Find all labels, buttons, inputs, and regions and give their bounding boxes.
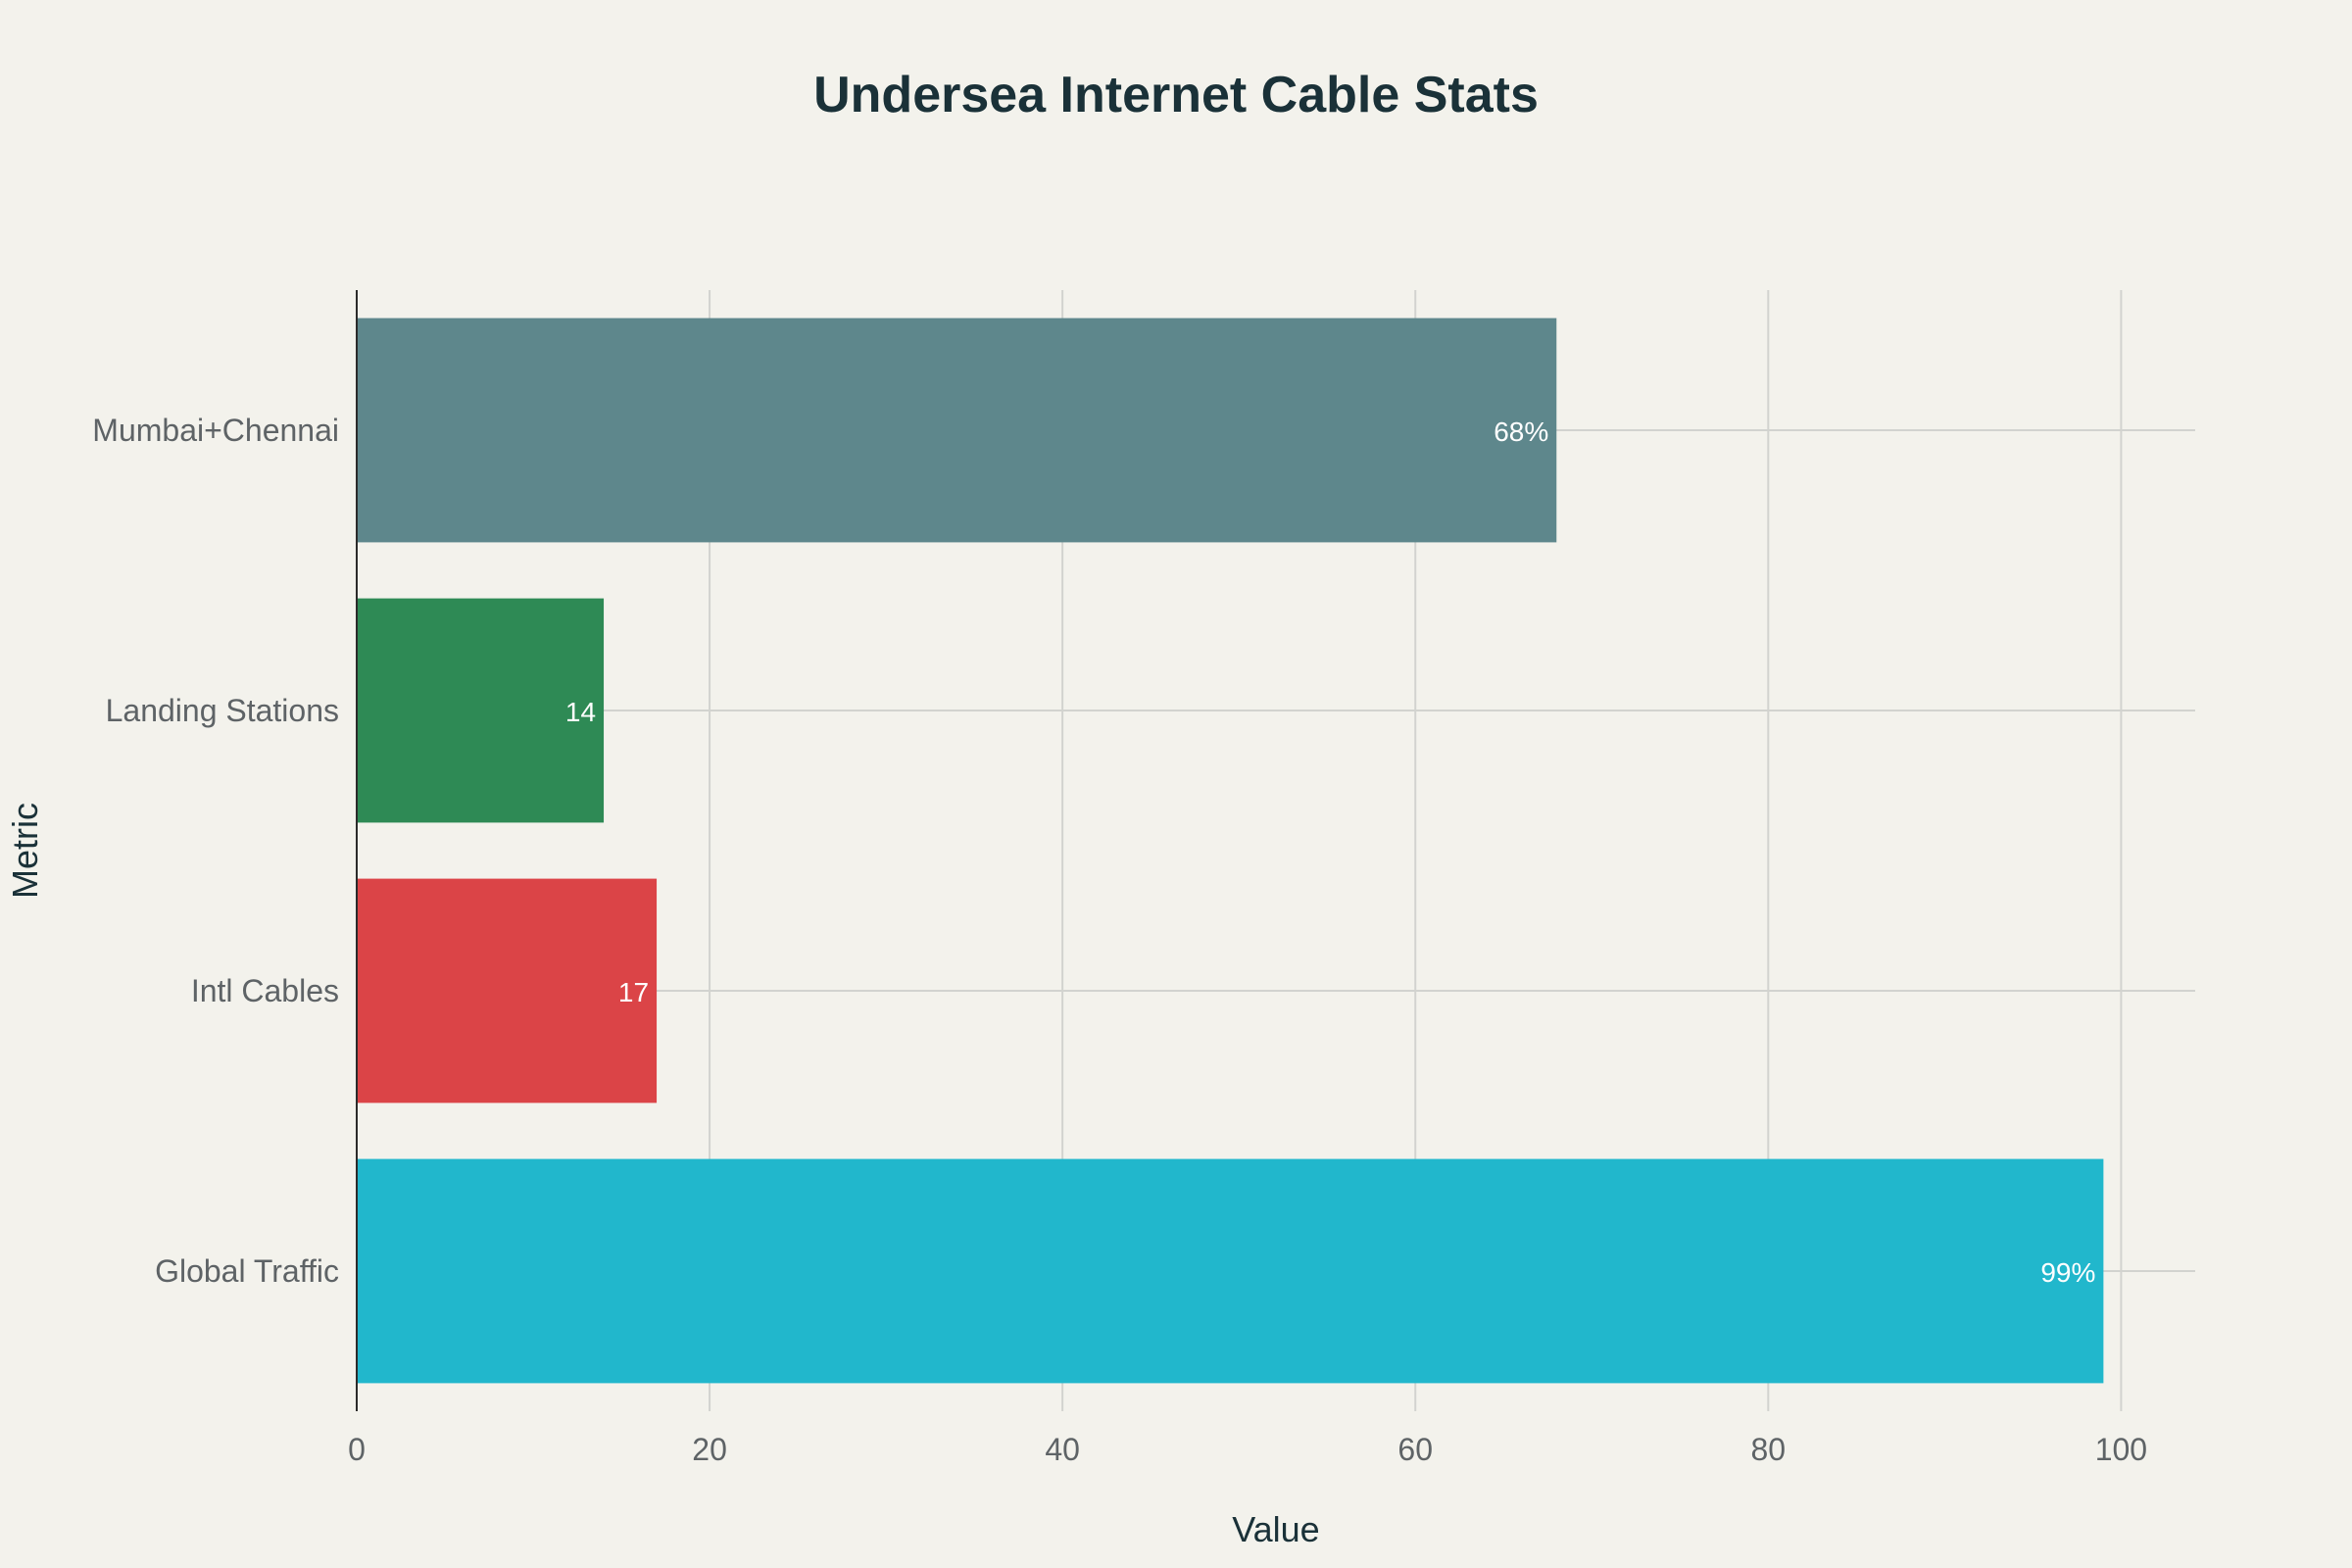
x-tick-label: 100 [2095, 1432, 2147, 1467]
y-tick-label: Global Traffic [155, 1253, 339, 1289]
y-axis-ticks: Mumbai+Chennai Landing Stations Intl Cable… [92, 413, 339, 1289]
data-label: 99% [2040, 1257, 2095, 1288]
data-label: 68% [1494, 416, 1548, 447]
y-axis-title: Metric [5, 803, 45, 899]
bars [357, 318, 2104, 1384]
data-labels: 68% 14 17 99% [565, 416, 2095, 1288]
x-tick-label: 80 [1751, 1432, 1787, 1467]
chart-title: Undersea Internet Cable Stats [813, 67, 1539, 123]
x-tick-label: 60 [1397, 1432, 1433, 1467]
x-axis-title: Value [1232, 1509, 1319, 1549]
y-tick-label: Mumbai+Chennai [92, 413, 339, 448]
y-tick-label: Intl Cables [191, 973, 339, 1008]
x-tick-label: 20 [692, 1432, 727, 1467]
bar-intl-cables [357, 878, 658, 1103]
y-tick-label: Landing Stations [106, 693, 339, 728]
bar-landing-stations [357, 598, 605, 823]
x-tick-label: 40 [1045, 1432, 1080, 1467]
data-label: 14 [565, 697, 596, 727]
bar-mumbai-chennai [357, 318, 1557, 543]
x-tick-label: 0 [348, 1432, 366, 1467]
x-axis-ticks: 0 20 40 60 80 100 [348, 1432, 2147, 1467]
bar-global-traffic [357, 1158, 2104, 1384]
data-label: 17 [618, 977, 649, 1007]
